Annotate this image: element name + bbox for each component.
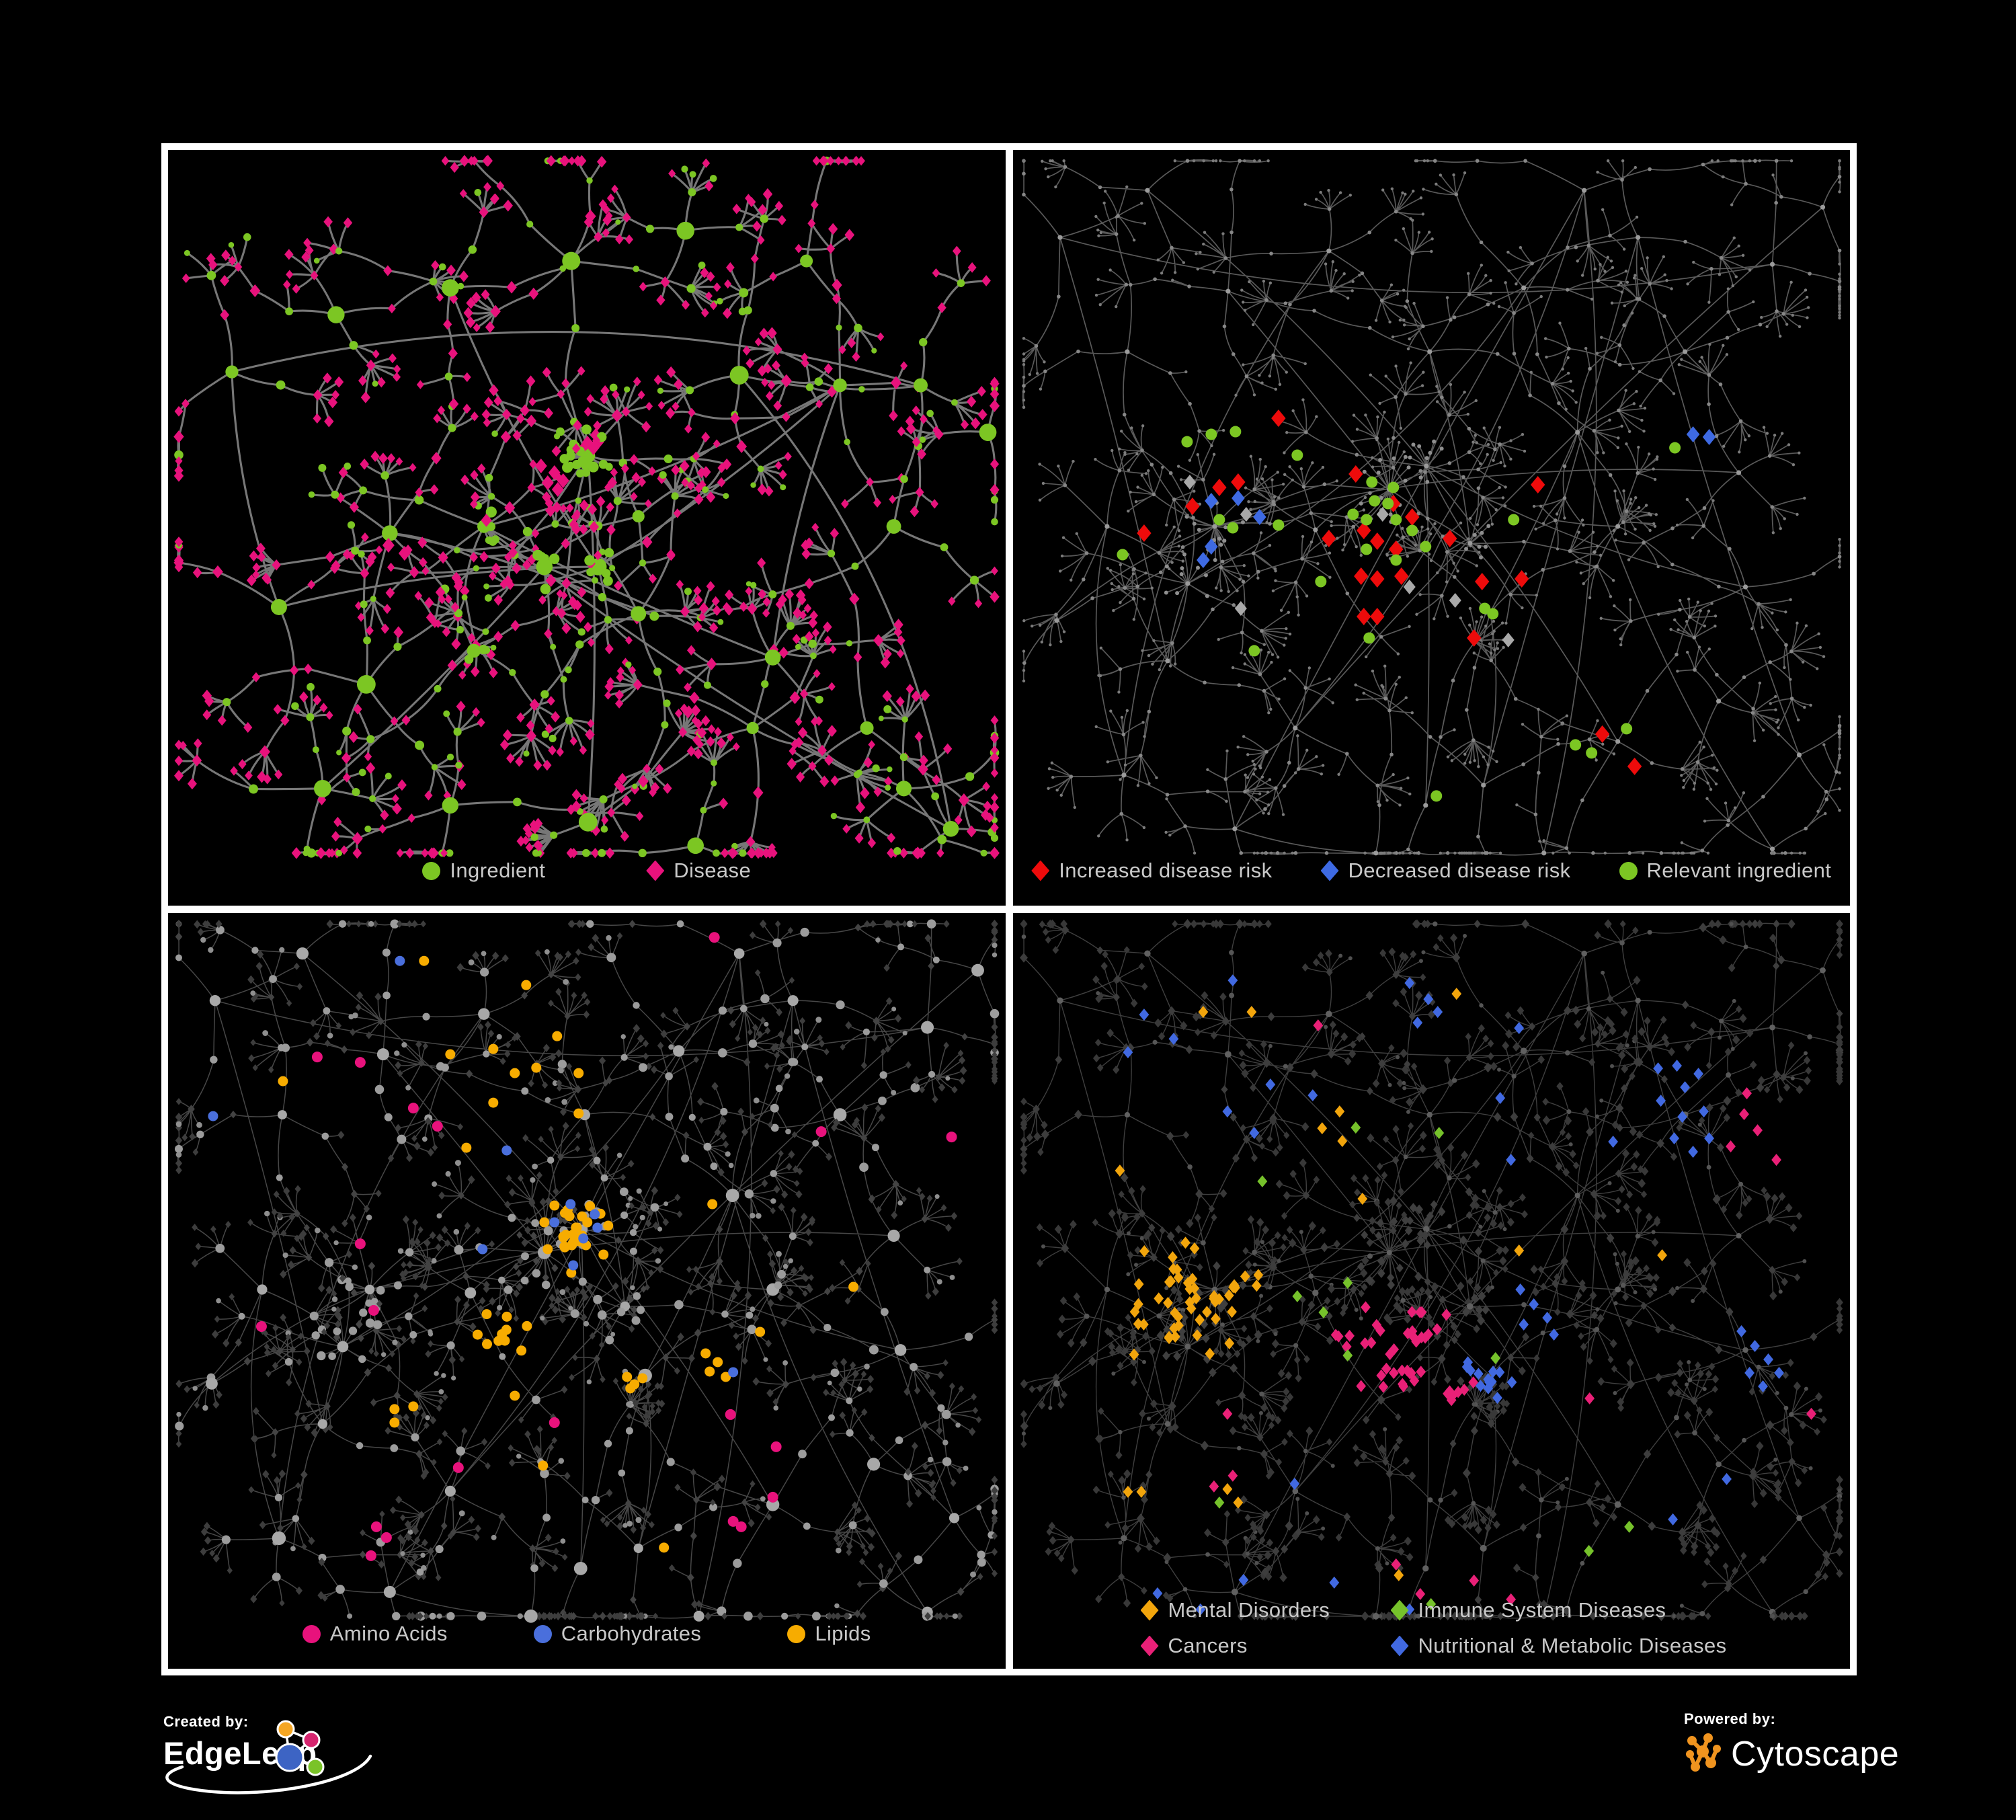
legend-disease-risk: Increased disease risk Decreased disease… (1013, 859, 1851, 883)
legend-disease-categories: Mental Disorders Immune System Diseases … (1140, 1598, 1727, 1658)
legend-item: Carbohydrates (533, 1622, 702, 1646)
legend-item: Increased disease risk (1031, 859, 1272, 883)
panel-macronutrients: Amino Acids Carbohydrates Lipids (168, 913, 1006, 1669)
carbohydrates-circle-icon (533, 1624, 552, 1643)
legend-label: Mental Disorders (1168, 1598, 1330, 1622)
disease-diamond-icon (646, 860, 665, 881)
legend-label: Amino Acids (329, 1622, 448, 1645)
panel-ingredient-disease: Ingredient Disease (168, 150, 1006, 906)
panel-disease-categories: Mental Disorders Immune System Diseases … (1012, 913, 1850, 1669)
legend-item: Relevant ingredient (1619, 859, 1832, 883)
legend-item: Decreased disease risk (1320, 859, 1571, 883)
legend-label: Carbohydrates (561, 1622, 702, 1645)
legend-item: Disease (646, 859, 751, 883)
cancers-diamond-icon (1140, 1635, 1159, 1657)
ingredient-disease-graph (173, 155, 1000, 860)
legend-item: Amino Acids (302, 1622, 448, 1646)
amino-acids-circle-icon (302, 1624, 321, 1643)
ingredient-circle-icon (422, 861, 441, 880)
legend-item: Nutritional & Metabolic Diseases (1390, 1634, 1727, 1658)
powered-by-credit: Powered by: Cytoscape (1684, 1710, 1993, 1775)
edgeleap-logo: EdgeLeap (163, 1720, 446, 1794)
legend-label: Decreased disease risk (1348, 859, 1571, 882)
legend-item: Cancers (1140, 1634, 1391, 1658)
legend-item: Immune System Diseases (1390, 1598, 1727, 1622)
cytoscape-brand: Cytoscape (1731, 1735, 1900, 1774)
edgeleap-network-icon (275, 1720, 325, 1776)
legend-macronutrients: Amino Acids Carbohydrates Lipids (168, 1622, 1006, 1646)
powered-by-label: Powered by: (1684, 1710, 1776, 1727)
legend-label: Cancers (1168, 1634, 1248, 1657)
panel-grid: Ingredient Disease Increased disease ris… (161, 143, 1857, 1675)
legend-label: Nutritional & Metabolic Diseases (1418, 1634, 1727, 1657)
macronutrient-graph (174, 919, 1000, 1623)
cytoscape-network-icon (1686, 1733, 1721, 1772)
cytoscape-logo: Cytoscape (1684, 1733, 1993, 1775)
mental-disorders-diamond-icon (1140, 1599, 1159, 1621)
legend-ingredient-disease: Ingredient Disease (168, 859, 1006, 883)
legend-label: Immune System Diseases (1418, 1598, 1666, 1622)
legend-label: Ingredient (450, 859, 546, 882)
lipids-circle-icon (787, 1624, 806, 1643)
panel-disease-risk: Increased disease risk Decreased disease… (1012, 150, 1851, 906)
legend-label: Lipids (815, 1622, 871, 1645)
relevant-ingredient-circle-icon (1619, 861, 1638, 880)
legend-label: Disease (674, 859, 752, 882)
legend-item: Lipids (787, 1622, 871, 1646)
legend-item: Ingredient (422, 859, 545, 883)
legend-label: Increased disease risk (1059, 859, 1273, 882)
legend-item: Mental Disorders (1140, 1598, 1391, 1622)
created-by-credit: Created by: EdgeLeap (163, 1713, 446, 1794)
decreased-risk-diamond-icon (1320, 860, 1339, 881)
edgeleap-swoosh-icon (165, 1754, 372, 1794)
disease-risk-graph (1021, 159, 1841, 856)
created-by-label: Created by: (163, 1713, 249, 1730)
increased-risk-diamond-icon (1031, 860, 1050, 881)
metabolic-diseases-diamond-icon (1390, 1635, 1409, 1657)
immune-diseases-diamond-icon (1390, 1599, 1409, 1621)
legend-label: Relevant ingredient (1646, 859, 1832, 882)
disease-category-graph (1019, 918, 1844, 1622)
